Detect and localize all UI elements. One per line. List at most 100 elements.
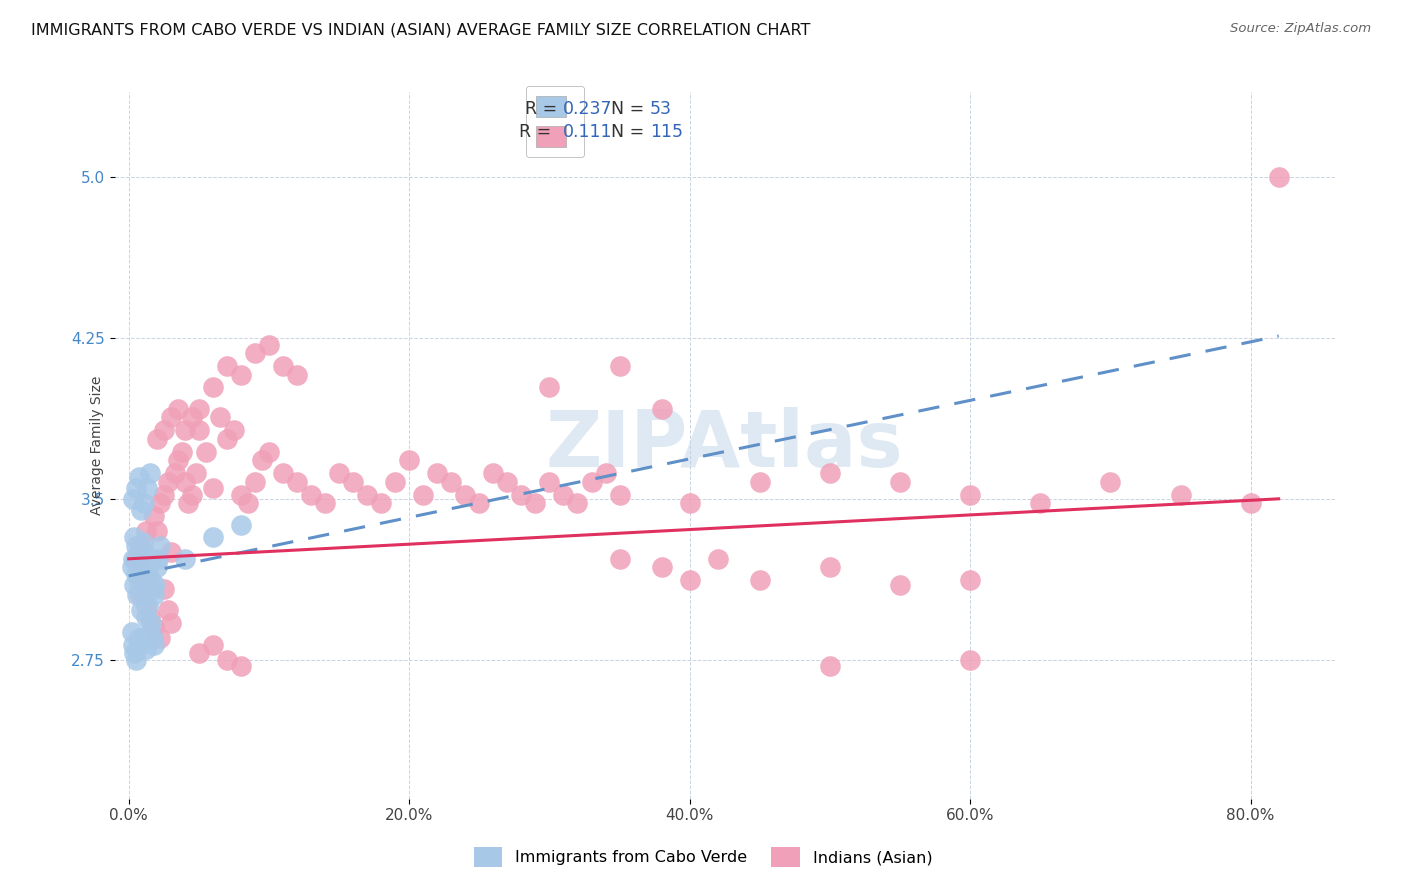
Point xyxy=(125,566,148,581)
Point xyxy=(132,534,155,549)
Point xyxy=(285,475,308,489)
Point xyxy=(889,577,911,591)
Point xyxy=(166,453,188,467)
Point xyxy=(553,487,575,501)
Point xyxy=(173,475,195,489)
Point xyxy=(159,410,181,425)
Point xyxy=(136,577,159,591)
Point xyxy=(201,481,224,495)
Point xyxy=(143,638,166,652)
Point xyxy=(208,410,231,425)
Point xyxy=(342,475,364,489)
Point xyxy=(125,481,148,495)
Point xyxy=(215,652,238,666)
Point xyxy=(412,487,434,501)
Point xyxy=(149,631,172,645)
Point xyxy=(146,524,169,538)
Point xyxy=(129,560,152,574)
Point xyxy=(145,577,167,591)
Text: N =: N = xyxy=(612,100,650,118)
Point xyxy=(651,401,673,416)
Point xyxy=(250,453,273,467)
Point xyxy=(134,588,156,602)
Point xyxy=(609,359,631,373)
Point xyxy=(132,566,155,581)
Point xyxy=(122,638,145,652)
Point xyxy=(139,609,162,624)
Point xyxy=(149,496,172,510)
Point xyxy=(152,487,174,501)
Point xyxy=(122,551,145,566)
Point xyxy=(356,487,378,501)
Point xyxy=(135,524,157,538)
Point xyxy=(135,599,157,613)
Point xyxy=(180,487,202,501)
Point xyxy=(139,577,162,591)
Point xyxy=(159,545,181,559)
Point xyxy=(201,530,224,544)
Point xyxy=(538,475,561,489)
Point xyxy=(567,496,589,510)
Point xyxy=(215,359,238,373)
Point xyxy=(595,466,617,480)
Point xyxy=(748,475,770,489)
Point xyxy=(538,380,561,394)
Point xyxy=(143,620,166,634)
Point xyxy=(370,496,392,510)
Text: Source: ZipAtlas.com: Source: ZipAtlas.com xyxy=(1230,22,1371,36)
Point xyxy=(959,487,981,501)
Point xyxy=(159,616,181,631)
Point xyxy=(166,401,188,416)
Point xyxy=(609,551,631,566)
Point xyxy=(132,631,155,645)
Point xyxy=(173,551,195,566)
Point xyxy=(222,423,245,437)
Point xyxy=(180,410,202,425)
Point xyxy=(426,466,449,480)
Point xyxy=(496,475,519,489)
Point xyxy=(124,646,146,660)
Point xyxy=(143,508,166,523)
Point xyxy=(134,496,156,510)
Text: IMMIGRANTS FROM CABO VERDE VS INDIAN (ASIAN) AVERAGE FAMILY SIZE CORRELATION CHA: IMMIGRANTS FROM CABO VERDE VS INDIAN (AS… xyxy=(31,22,810,37)
Point xyxy=(124,530,146,544)
Text: 53: 53 xyxy=(650,100,672,118)
Point xyxy=(285,368,308,382)
Point xyxy=(129,582,152,596)
Point xyxy=(128,631,150,645)
Point xyxy=(818,560,841,574)
Point xyxy=(1029,496,1052,510)
Point xyxy=(121,624,143,639)
Point xyxy=(125,551,148,566)
Point xyxy=(170,444,193,458)
Point xyxy=(679,573,702,587)
Point xyxy=(131,551,153,566)
Point xyxy=(1170,487,1192,501)
Text: N =: N = xyxy=(612,123,650,141)
Point xyxy=(184,466,207,480)
Point xyxy=(229,517,252,532)
Point xyxy=(229,659,252,673)
Point xyxy=(257,337,280,351)
Point xyxy=(176,496,198,510)
Point xyxy=(134,545,156,559)
Text: R =: R = xyxy=(524,100,562,118)
Point xyxy=(229,487,252,501)
Point xyxy=(818,466,841,480)
Point xyxy=(132,566,155,581)
Point xyxy=(122,491,145,506)
Point xyxy=(201,638,224,652)
Point xyxy=(482,466,505,480)
Point xyxy=(142,631,165,645)
Point xyxy=(679,496,702,510)
Point xyxy=(314,496,336,510)
Point xyxy=(818,659,841,673)
Point xyxy=(271,359,294,373)
Point xyxy=(131,603,153,617)
Text: 115: 115 xyxy=(650,123,683,141)
Point xyxy=(143,588,166,602)
Point xyxy=(959,573,981,587)
Point xyxy=(138,566,160,581)
Point xyxy=(236,496,259,510)
Point xyxy=(139,466,162,480)
